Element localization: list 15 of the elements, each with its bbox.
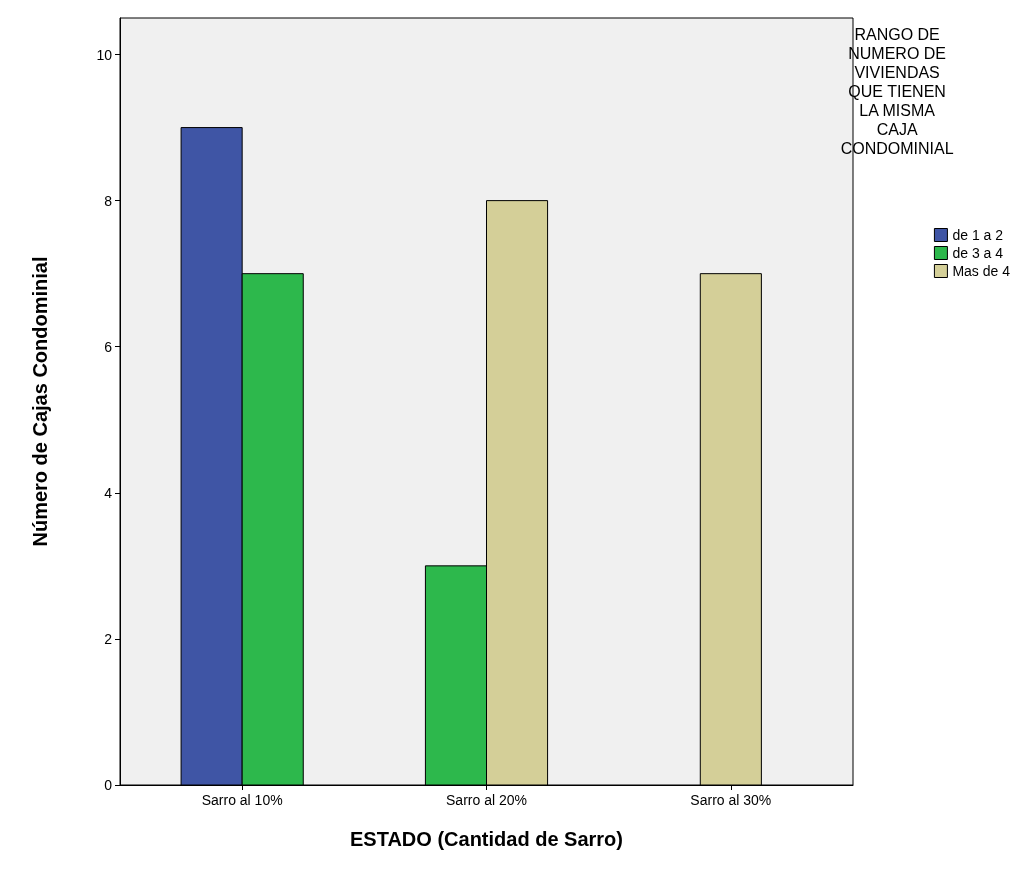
y-tick-label: 2 [104, 630, 113, 647]
legend-label: de 1 a 2 [952, 227, 1004, 243]
x-tick-label: Sarro al 10% [201, 792, 283, 808]
x-axis-title: ESTADO (Cantidad de Sarro) [350, 828, 623, 850]
y-tick-label: 6 [104, 338, 113, 355]
y-axis-title: Número de Cajas Condominial [29, 256, 51, 547]
y-tick-label: 4 [104, 484, 113, 501]
x-tick-label: Sarro al 30% [690, 792, 772, 808]
legend-title: RANGO DE NUMERO DE VIVIENDAS QUE TIENEN LA MISMA CAJA CONDOMINIAL [840, 26, 954, 157]
legend-label: Mas de 4 [952, 263, 1011, 279]
y-tick-label: 10 [96, 46, 113, 63]
x-tick-label: Sarro al 20% [446, 792, 527, 808]
y-tick-label: 0 [104, 777, 113, 793]
y-tick-label: 8 [104, 192, 113, 209]
legend-label: de 3 a 4 [952, 245, 1004, 261]
